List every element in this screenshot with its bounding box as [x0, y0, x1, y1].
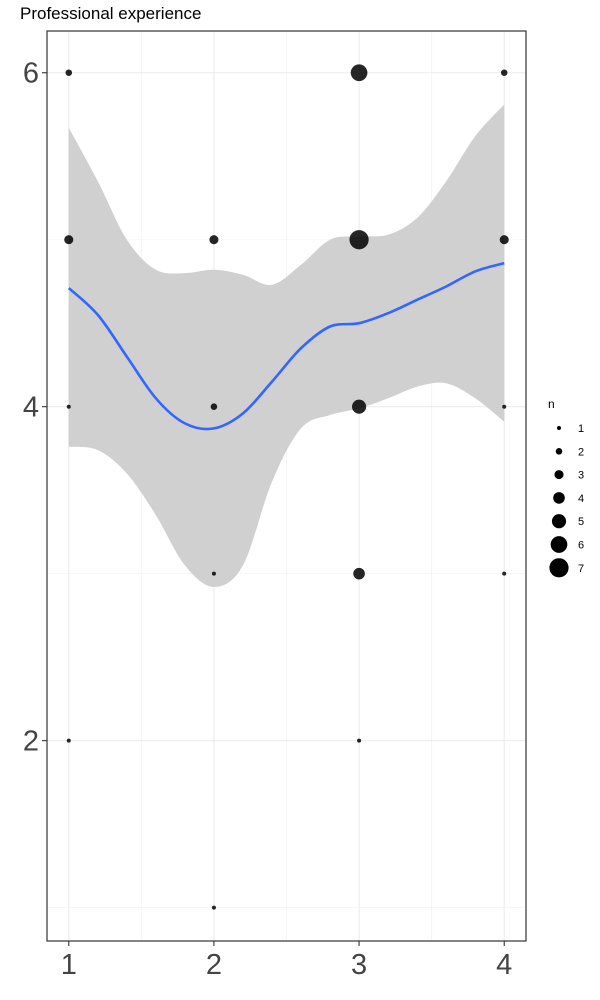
data-point [352, 399, 367, 414]
legend-key [554, 470, 564, 480]
smooth-line-layer [67, 261, 505, 431]
data-point [66, 738, 71, 743]
smooth-line [67, 261, 505, 431]
legend-key [551, 514, 567, 529]
data-points [64, 64, 509, 910]
legend-title: n [548, 397, 555, 411]
data-point [353, 567, 365, 580]
data-point [210, 403, 218, 410]
legend-label: 7 [578, 563, 584, 575]
y-tick-label: 2 [23, 726, 39, 758]
data-point [357, 738, 362, 743]
grid-lines [47, 31, 526, 941]
data-point [211, 571, 216, 576]
legend-key [557, 426, 561, 430]
legend-label: 3 [578, 470, 584, 482]
legend-label: 6 [578, 540, 584, 552]
data-point [499, 235, 509, 245]
data-point [64, 235, 74, 245]
y-tick-label: 6 [23, 58, 39, 90]
legend-label: 5 [578, 516, 584, 528]
confidence-band-layer [68, 104, 505, 587]
x-tick-label: 3 [351, 949, 367, 981]
legend-key [549, 558, 569, 578]
data-point [502, 404, 507, 409]
data-point [500, 69, 508, 77]
x-tick-label: 1 [61, 949, 77, 981]
panel-border [46, 30, 527, 942]
data-point [502, 571, 507, 576]
data-point [350, 64, 368, 82]
data-point [209, 235, 219, 245]
y-tick-label: 4 [23, 392, 39, 424]
x-tick-label: 4 [496, 949, 512, 981]
legend: n 1 2 3 4 5 6 7 [548, 397, 584, 578]
legend-label: 2 [578, 446, 584, 458]
data-point [65, 69, 73, 77]
axis-ticks: 1 2 3 4 2 4 6 [23, 58, 512, 981]
data-point [349, 230, 369, 250]
legend-key [553, 492, 565, 504]
legend-label: 1 [578, 423, 584, 435]
legend-key [550, 536, 568, 553]
confidence-band [68, 104, 505, 587]
data-point [66, 404, 71, 409]
legend-label: 4 [578, 493, 584, 505]
legend-key [555, 448, 563, 455]
chart-title: Professional experience [20, 4, 202, 23]
x-tick-label: 2 [206, 949, 222, 981]
data-point [211, 905, 216, 910]
